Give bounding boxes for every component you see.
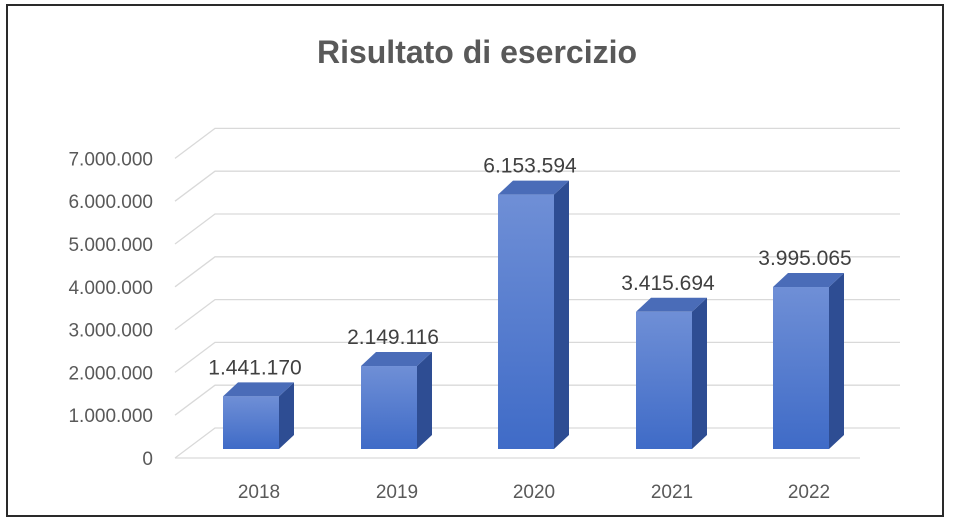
x-tick-label: 2019 <box>376 482 418 503</box>
y-tick-label: 0 <box>142 449 153 470</box>
y-tick-label: 1.000.000 <box>68 406 153 427</box>
bar <box>636 297 707 449</box>
data-label: 1.441.170 <box>208 356 301 379</box>
bar-top <box>773 273 844 288</box>
data-label: 2.149.116 <box>347 326 439 349</box>
bar-side <box>417 352 432 449</box>
bar-side <box>554 180 569 450</box>
data-labels: 1.441.170 2.149.116 6.153.594 3.415.694 3.99… <box>208 155 851 380</box>
x-tick-label: 2021 <box>651 482 693 503</box>
bars <box>223 180 844 450</box>
bar-top <box>223 382 294 397</box>
gridline <box>174 213 900 245</box>
y-tick-label: 2.000.000 <box>68 363 153 384</box>
bar <box>773 273 844 449</box>
data-label: 6.153.594 <box>483 155 577 178</box>
y-tick-label: 5.000.000 <box>68 235 153 256</box>
y-tick-label: 3.000.000 <box>68 321 153 342</box>
bar <box>361 352 432 449</box>
x-tick-label: 2022 <box>788 482 830 503</box>
bar-front <box>773 287 829 449</box>
bar-front <box>636 311 692 449</box>
gridline <box>174 170 900 202</box>
bar-front <box>498 194 554 449</box>
bar-top <box>361 352 432 367</box>
x-axis-ticks: 2018 2019 2020 2021 2022 <box>238 482 830 503</box>
gridline <box>174 127 900 159</box>
bar-side <box>829 273 844 449</box>
y-tick-label: 7.000.000 <box>68 149 153 170</box>
bar <box>223 382 294 449</box>
y-tick-label: 6.000.000 <box>68 192 153 213</box>
bar-top <box>636 297 707 312</box>
bar-front <box>361 366 417 449</box>
data-label: 3.995.065 <box>758 247 851 270</box>
bar <box>498 180 569 450</box>
chart-title: Risultato di esercizio <box>316 34 638 70</box>
y-axis-ticks: 0 1.000.000 2.000.000 3.000.000 4.000.000 5.0… <box>68 149 153 470</box>
bar-side <box>692 297 707 449</box>
data-label: 3.415.694 <box>621 272 715 295</box>
x-tick-label: 2020 <box>513 482 555 503</box>
bar-side <box>279 382 294 449</box>
x-tick-label: 2018 <box>238 482 280 503</box>
bar-front <box>223 396 279 449</box>
y-tick-label: 4.000.000 <box>68 278 153 299</box>
gridline <box>174 256 900 288</box>
bar-top <box>498 180 569 195</box>
